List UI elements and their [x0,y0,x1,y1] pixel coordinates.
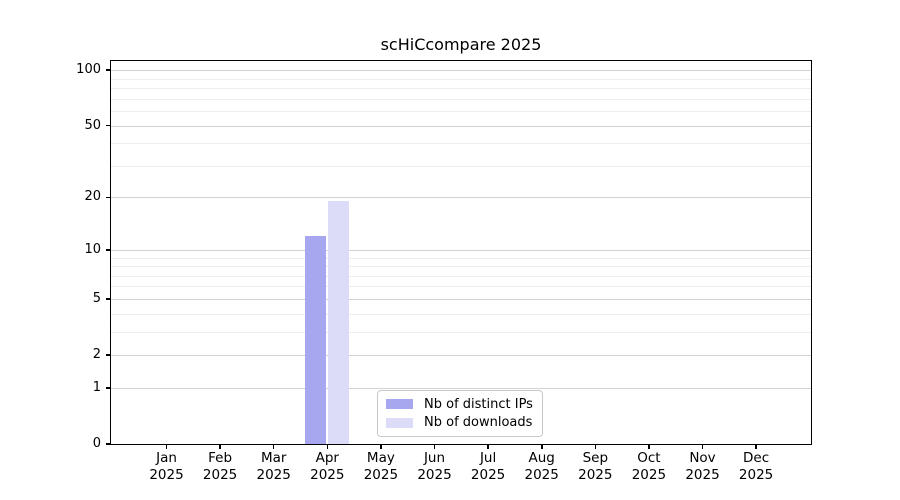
x-tick-mark [272,444,275,449]
y-tick-label: 10 [84,241,101,257]
bar-distinct-ips [305,236,327,444]
y-tick-mark [106,196,111,199]
y-gridline-major [111,355,811,356]
y-gridline-minor [111,165,811,167]
y-gridline-minor [111,143,811,145]
y-gridline-minor [111,257,811,259]
x-tick-label: Oct 2025 [631,450,667,483]
x-tick-label: Dec 2025 [738,450,774,483]
y-tick-label: 50 [84,117,101,133]
y-tick-label: 1 [92,379,101,395]
x-tick-mark [433,444,436,449]
x-tick-mark [326,444,329,449]
y-gridline-minor [111,286,811,288]
x-tick-mark [165,444,168,449]
x-tick-mark [380,444,382,449]
y-tick-mark [106,69,111,71]
bar-downloads [328,201,350,444]
x-tick-mark [594,444,596,449]
x-tick-mark [755,444,757,449]
y-gridline-minor [111,88,811,89]
y-gridline-minor [111,313,811,315]
x-tick-mark [487,444,489,449]
y-gridline-major [111,249,811,251]
y-gridline-minor [111,110,811,112]
legend-swatch-downloads [386,417,413,428]
plot-border [109,59,812,445]
y-tick-mark [106,298,111,300]
y-tick-mark [106,249,111,251]
x-tick-label: Jan 2025 [149,450,184,483]
x-tick-label: Jun 2025 [417,450,452,483]
x-tick-label: Nov 2025 [685,450,720,483]
x-tick-mark [648,444,650,449]
legend-label-downloads: Nb of downloads [424,415,533,431]
x-tick-mark [541,444,543,449]
legend-label-distinct-ips: Nb of distinct IPs [424,396,533,412]
y-tick-label: 20 [84,189,101,205]
y-gridline-major [111,125,811,127]
x-tick-label: Mar 2025 [256,450,291,483]
y-tick-mark [106,387,111,389]
y-gridline-minor [111,78,811,80]
y-gridline-major [111,387,811,389]
x-tick-label: Sep 2025 [578,450,613,483]
chart-title: scHiCcompare 2025 [380,35,542,54]
y-gridline-major [111,298,811,300]
x-tick-label: Feb 2025 [202,450,238,483]
x-tick-label: Jul 2025 [470,450,506,483]
y-tick-mark [106,354,111,356]
y-gridline-major [111,70,811,72]
y-tick-label: 100 [76,62,101,78]
x-tick-mark [219,444,221,449]
legend: Nb of distinct IPs Nb of downloads [377,390,543,437]
legend-item-downloads: Nb of downloads [386,414,534,433]
y-tick-label: 0 [92,436,101,451]
y-gridline-major [111,197,811,199]
x-tick-label: Aug 2025 [524,450,559,483]
y-gridline-minor [111,266,811,267]
legend-item-distinct-ips: Nb of distinct IPs [386,395,534,414]
x-tick-mark [701,444,704,449]
y-gridline-minor [111,331,811,333]
y-tick-mark [106,443,111,445]
legend-swatch-distinct-ips [386,399,413,410]
y-tick-label: 2 [92,347,101,362]
y-tick-label: 5 [92,290,101,306]
y-gridline-minor [111,275,811,277]
x-tick-label: Apr 2025 [310,450,345,483]
y-gridline-minor [111,98,811,100]
x-tick-label: May 2025 [363,450,399,483]
y-tick-mark [106,124,111,127]
